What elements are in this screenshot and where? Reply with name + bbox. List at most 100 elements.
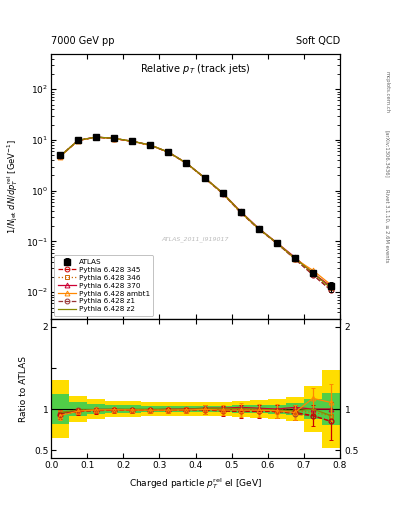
Pythia 6.428 346 bbox=[292, 255, 297, 261]
Pythia 6.428 z1 bbox=[112, 135, 117, 141]
Pythia 6.428 z2 bbox=[76, 137, 81, 143]
Pythia 6.428 z2 bbox=[274, 240, 279, 246]
Y-axis label: $1/N_{\rm jet}\ dN/dp_T^{\rm rel}\ [\rm GeV^{-1}]$: $1/N_{\rm jet}\ dN/dp_T^{\rm rel}\ [\rm … bbox=[6, 139, 20, 234]
Pythia 6.428 370 bbox=[112, 135, 117, 141]
Pythia 6.428 370 bbox=[76, 137, 81, 143]
Pythia 6.428 346 bbox=[274, 240, 279, 246]
Pythia 6.428 346 bbox=[148, 142, 153, 148]
Pythia 6.428 346 bbox=[112, 135, 117, 141]
Pythia 6.428 346 bbox=[166, 149, 171, 155]
Pythia 6.428 z1 bbox=[166, 149, 171, 155]
Pythia 6.428 ambt1 bbox=[148, 142, 153, 148]
Pythia 6.428 z1 bbox=[329, 287, 333, 293]
Text: ATLAS_2011_I919017: ATLAS_2011_I919017 bbox=[162, 237, 229, 242]
Pythia 6.428 z2 bbox=[310, 270, 315, 276]
Pythia 6.428 370 bbox=[184, 160, 189, 166]
Pythia 6.428 ambt1 bbox=[112, 136, 117, 142]
Pythia 6.428 z1 bbox=[58, 153, 62, 159]
Pythia 6.428 ambt1 bbox=[58, 154, 62, 160]
Pythia 6.428 345 bbox=[184, 160, 189, 166]
Pythia 6.428 370 bbox=[58, 153, 62, 159]
Pythia 6.428 ambt1 bbox=[94, 134, 99, 140]
Pythia 6.428 z2 bbox=[58, 153, 62, 159]
Pythia 6.428 z1 bbox=[292, 256, 297, 262]
Pythia 6.428 345 bbox=[274, 240, 279, 246]
Pythia 6.428 346 bbox=[220, 190, 225, 196]
Line: Pythia 6.428 ambt1: Pythia 6.428 ambt1 bbox=[58, 135, 333, 287]
Pythia 6.428 z1 bbox=[130, 138, 135, 144]
Pythia 6.428 346 bbox=[130, 138, 135, 144]
Pythia 6.428 370 bbox=[329, 283, 333, 289]
Pythia 6.428 z1 bbox=[256, 226, 261, 232]
Pythia 6.428 z2 bbox=[238, 209, 243, 215]
Pythia 6.428 346 bbox=[94, 134, 99, 140]
Pythia 6.428 z2 bbox=[220, 190, 225, 196]
Pythia 6.428 z2 bbox=[256, 226, 261, 232]
Pythia 6.428 z2 bbox=[166, 149, 171, 155]
Pythia 6.428 z1 bbox=[220, 190, 225, 197]
Pythia 6.428 346 bbox=[184, 160, 189, 166]
Pythia 6.428 345 bbox=[130, 138, 135, 144]
Pythia 6.428 z2 bbox=[112, 135, 117, 141]
Pythia 6.428 345 bbox=[148, 142, 153, 148]
Line: Pythia 6.428 z2: Pythia 6.428 z2 bbox=[60, 137, 331, 288]
Pythia 6.428 370 bbox=[94, 134, 99, 140]
Pythia 6.428 ambt1 bbox=[292, 255, 297, 262]
Pythia 6.428 ambt1 bbox=[166, 149, 171, 155]
Pythia 6.428 345 bbox=[166, 150, 171, 156]
Text: Soft QCD: Soft QCD bbox=[296, 36, 340, 46]
Pythia 6.428 ambt1 bbox=[76, 137, 81, 143]
Pythia 6.428 346 bbox=[238, 209, 243, 215]
Pythia 6.428 346 bbox=[76, 137, 81, 143]
Text: [arXiv:1306.3436]: [arXiv:1306.3436] bbox=[385, 130, 389, 178]
Pythia 6.428 z2 bbox=[130, 138, 135, 144]
Pythia 6.428 z2 bbox=[94, 134, 99, 140]
Pythia 6.428 346 bbox=[202, 175, 207, 181]
Pythia 6.428 370 bbox=[130, 138, 135, 144]
Pythia 6.428 345 bbox=[58, 153, 62, 159]
Pythia 6.428 z1 bbox=[148, 142, 153, 148]
Pythia 6.428 z1 bbox=[184, 160, 189, 166]
Pythia 6.428 z2 bbox=[184, 160, 189, 166]
Pythia 6.428 345 bbox=[220, 190, 225, 197]
Pythia 6.428 370 bbox=[256, 225, 261, 231]
Pythia 6.428 345 bbox=[292, 255, 297, 262]
Pythia 6.428 345 bbox=[256, 226, 261, 232]
Pythia 6.428 370 bbox=[274, 240, 279, 246]
Line: Pythia 6.428 370: Pythia 6.428 370 bbox=[58, 135, 333, 289]
Pythia 6.428 ambt1 bbox=[184, 160, 189, 166]
Pythia 6.428 z2 bbox=[292, 255, 297, 261]
Pythia 6.428 346 bbox=[329, 285, 333, 291]
Pythia 6.428 345 bbox=[310, 272, 315, 278]
X-axis label: Charged particle $p_T^{\rm rel}$ el [GeV]: Charged particle $p_T^{\rm rel}$ el [GeV… bbox=[129, 476, 262, 490]
Pythia 6.428 345 bbox=[329, 287, 333, 293]
Pythia 6.428 370 bbox=[310, 270, 315, 276]
Pythia 6.428 345 bbox=[76, 137, 81, 143]
Pythia 6.428 ambt1 bbox=[310, 267, 315, 273]
Pythia 6.428 z1 bbox=[202, 175, 207, 181]
Text: 7000 GeV pp: 7000 GeV pp bbox=[51, 36, 115, 46]
Line: Pythia 6.428 345: Pythia 6.428 345 bbox=[58, 135, 333, 292]
Pythia 6.428 ambt1 bbox=[202, 175, 207, 181]
Pythia 6.428 346 bbox=[256, 226, 261, 232]
Pythia 6.428 z2 bbox=[148, 142, 153, 148]
Pythia 6.428 346 bbox=[58, 153, 62, 159]
Text: Rivet 3.1.10, ≥ 2.6M events: Rivet 3.1.10, ≥ 2.6M events bbox=[385, 188, 389, 262]
Pythia 6.428 345 bbox=[202, 175, 207, 181]
Line: Pythia 6.428 z1: Pythia 6.428 z1 bbox=[58, 135, 333, 292]
Pythia 6.428 346 bbox=[310, 271, 315, 277]
Pythia 6.428 370 bbox=[166, 149, 171, 155]
Pythia 6.428 ambt1 bbox=[238, 209, 243, 216]
Text: Relative $p_T$ (track jets): Relative $p_T$ (track jets) bbox=[140, 62, 251, 76]
Pythia 6.428 345 bbox=[238, 209, 243, 216]
Pythia 6.428 z2 bbox=[202, 175, 207, 181]
Pythia 6.428 z2 bbox=[329, 285, 333, 291]
Pythia 6.428 370 bbox=[202, 175, 207, 181]
Pythia 6.428 ambt1 bbox=[329, 282, 333, 288]
Pythia 6.428 z1 bbox=[94, 134, 99, 140]
Pythia 6.428 370 bbox=[148, 142, 153, 148]
Line: Pythia 6.428 346: Pythia 6.428 346 bbox=[58, 135, 333, 291]
Pythia 6.428 370 bbox=[238, 208, 243, 215]
Pythia 6.428 ambt1 bbox=[130, 138, 135, 144]
Pythia 6.428 ambt1 bbox=[220, 190, 225, 197]
